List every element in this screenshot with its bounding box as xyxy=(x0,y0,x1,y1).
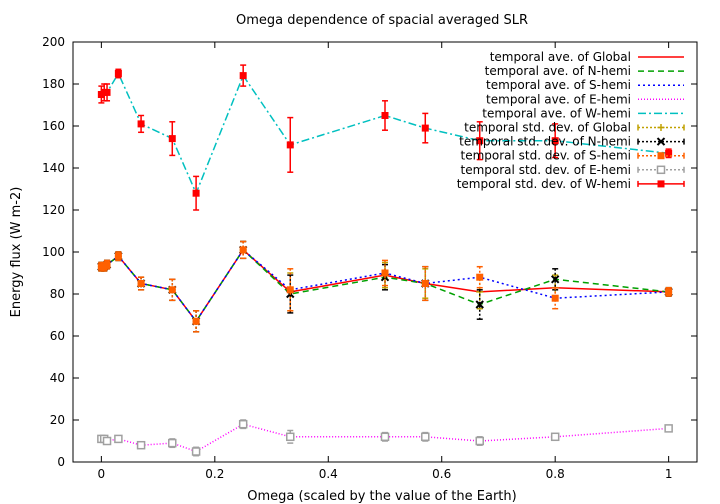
y-tick-label: 200 xyxy=(42,35,65,49)
series-line-4 xyxy=(100,71,669,196)
legend-label: temporal std. dev. of S-hemi xyxy=(460,149,631,163)
data-point xyxy=(665,288,673,296)
data-point xyxy=(238,419,248,429)
x-tick-label: 0 xyxy=(98,467,106,481)
x-axis-label: Omega (scaled by the value of the Earth) xyxy=(247,489,516,504)
data-point xyxy=(168,135,176,143)
legend-marker xyxy=(656,137,666,146)
data-point xyxy=(476,273,484,281)
chart-title: Omega dependence of spacial averaged SLR xyxy=(236,13,528,28)
legend-label: temporal std. dev. of W-hemi xyxy=(457,177,631,191)
data-point xyxy=(239,246,247,254)
data-point xyxy=(550,275,560,284)
legend-marker xyxy=(656,165,666,175)
legend-label: temporal ave. of N-hemi xyxy=(485,64,631,78)
data-point xyxy=(103,261,111,269)
data-point xyxy=(421,432,430,442)
data-point xyxy=(192,317,200,325)
data-point xyxy=(168,286,176,294)
data-point xyxy=(665,149,673,157)
data-point xyxy=(114,252,122,260)
y-tick-label: 20 xyxy=(50,413,65,427)
data-point xyxy=(380,432,390,442)
y-axis-label: Energy flux (W m-2) xyxy=(9,187,24,318)
legend-label: temporal std. dev. of E-hemi xyxy=(461,163,631,177)
legend-label: temporal ave. of E-hemi xyxy=(486,92,631,106)
legend-label: temporal ave. of W-hemi xyxy=(482,106,631,120)
series-line-3 xyxy=(101,423,669,453)
x-tick-label: 0.2 xyxy=(205,467,224,481)
data-point xyxy=(136,440,146,450)
y-tick-label: 180 xyxy=(42,77,65,91)
data-point xyxy=(102,436,112,446)
legend-label: temporal ave. of S-hemi xyxy=(486,78,631,92)
x-tick-label: 0.4 xyxy=(319,467,338,481)
data-point xyxy=(114,70,122,77)
legend-marker xyxy=(657,152,665,160)
data-point xyxy=(475,300,484,309)
data-point xyxy=(114,434,123,444)
data-point xyxy=(550,432,560,442)
data-point xyxy=(286,141,294,149)
y-tick-label: 120 xyxy=(42,203,65,217)
plot-area: 0 20 40 60 80 100 120 140 160 180 200 0 0.2 0.4 0.6 0.8… xyxy=(42,35,698,481)
y-tick-label: 0 xyxy=(57,455,65,469)
data-point xyxy=(551,294,559,302)
data-point xyxy=(137,120,145,128)
legend-label: temporal std. dev. of N-hemi xyxy=(459,135,631,149)
data-point xyxy=(286,286,294,294)
data-point xyxy=(421,124,429,132)
data-point xyxy=(137,280,145,287)
data-point xyxy=(192,189,200,197)
data-point xyxy=(421,280,429,287)
data-point xyxy=(664,424,673,433)
legend-label: temporal std. dev. of Global xyxy=(464,121,631,135)
data-point xyxy=(103,88,111,96)
legend-label: temporal ave. of Global xyxy=(490,50,631,64)
y-tick-label: 140 xyxy=(42,161,65,175)
data-point xyxy=(381,112,389,119)
y-tick-label: 80 xyxy=(50,287,65,301)
y-tick-label: 160 xyxy=(42,119,65,133)
data-point xyxy=(168,438,177,448)
data-point xyxy=(381,269,389,277)
x-tick-label: 1 xyxy=(665,467,673,481)
data-point xyxy=(476,137,484,145)
data-point xyxy=(191,447,201,456)
data-point xyxy=(551,137,559,145)
data-point xyxy=(475,436,484,446)
y-tick-label: 40 xyxy=(50,371,65,385)
y-tick-label: 60 xyxy=(50,329,65,343)
x-tick-label: 0.8 xyxy=(546,467,565,481)
series-line-2 xyxy=(101,248,669,323)
x-tick-label: 0.6 xyxy=(432,467,451,481)
legend-marker xyxy=(657,180,665,188)
data-point xyxy=(239,72,247,80)
y-tick-label: 100 xyxy=(42,245,65,259)
data-point xyxy=(286,432,295,442)
